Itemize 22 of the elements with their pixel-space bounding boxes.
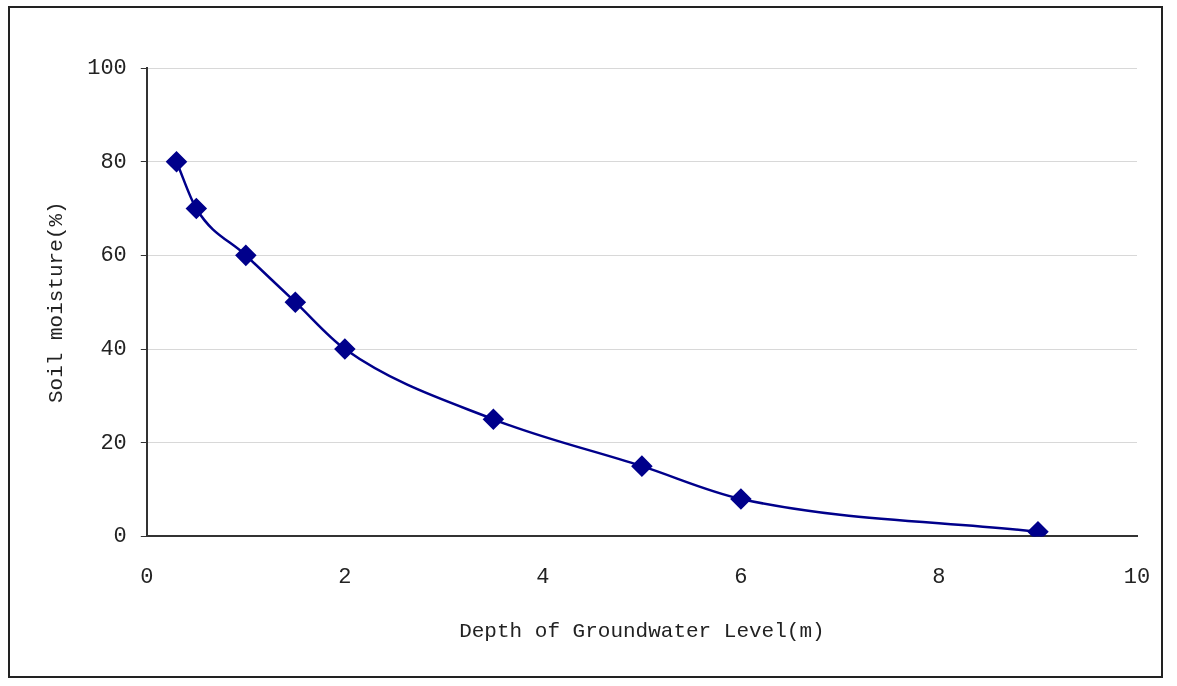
y-tick-label: 0 [113, 524, 127, 550]
point [483, 409, 504, 430]
point [166, 151, 187, 172]
point [235, 245, 257, 266]
x-tick-label: 2 [338, 565, 352, 591]
point [186, 198, 207, 219]
point [285, 291, 306, 313]
y-axis-title: Soil moisture(%) [45, 201, 69, 404]
y-tick-label: 100 [87, 55, 127, 81]
y-tick-label: 20 [100, 430, 127, 456]
y-tick-label: 80 [100, 149, 127, 175]
x-tick-label: 10 [1123, 565, 1151, 591]
point [334, 338, 356, 360]
x-axis-title: Depth of Groundwater Level(m) [459, 619, 825, 643]
x-tick-label: 8 [932, 565, 946, 591]
x-tick-label: 0 [140, 565, 154, 591]
x-tick-label: 6 [734, 565, 748, 591]
y-tick-label: 60 [100, 243, 127, 269]
y-tick-label: 40 [100, 336, 127, 362]
x-tick-label: 4 [536, 565, 550, 591]
point [730, 488, 752, 510]
point [631, 455, 653, 477]
